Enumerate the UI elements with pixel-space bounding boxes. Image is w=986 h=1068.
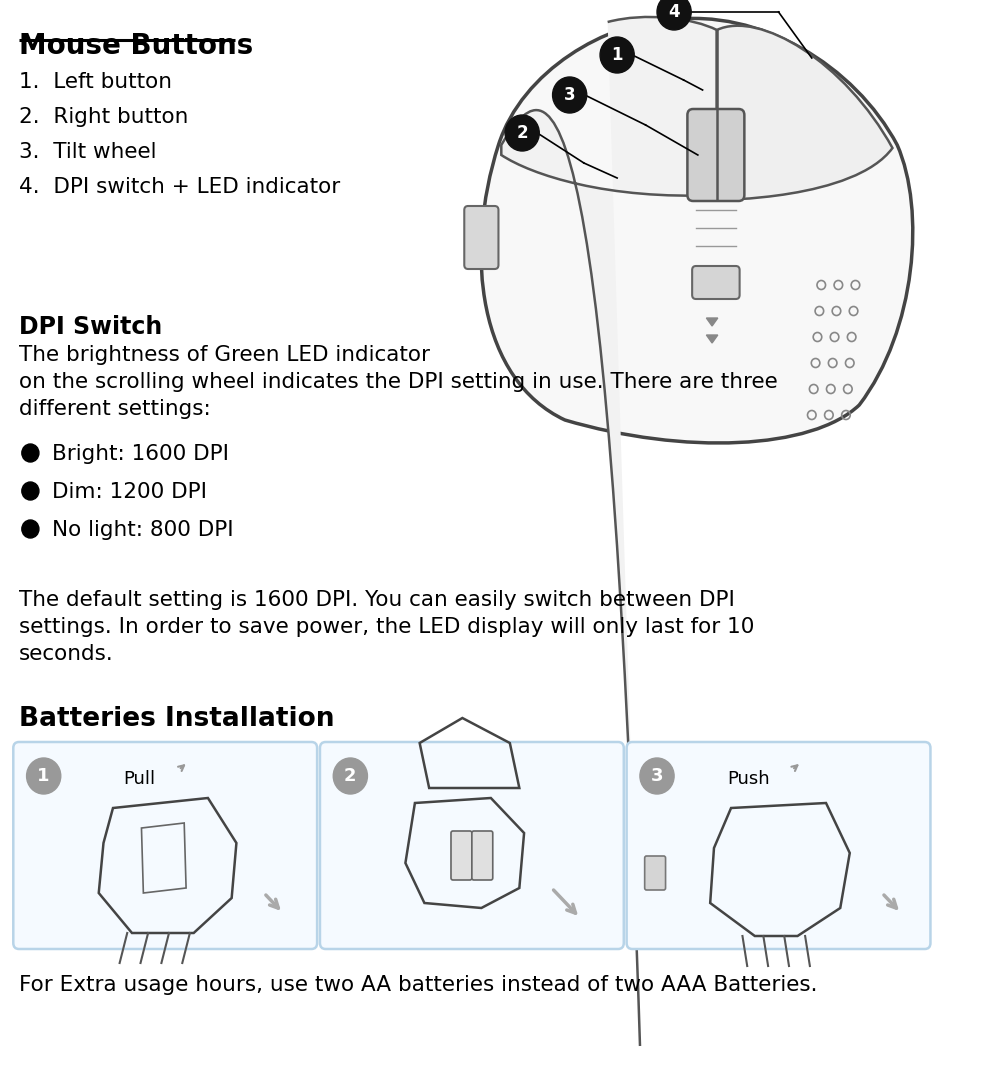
- Circle shape: [22, 520, 38, 538]
- Circle shape: [27, 758, 61, 794]
- Text: Bright: 1600 DPI: Bright: 1600 DPI: [52, 444, 229, 464]
- Text: 1.  Left button: 1. Left button: [19, 72, 172, 92]
- PathPatch shape: [481, 18, 913, 443]
- Polygon shape: [706, 318, 718, 326]
- Text: 3.  Tilt wheel: 3. Tilt wheel: [19, 142, 157, 162]
- Polygon shape: [706, 335, 718, 343]
- Circle shape: [657, 0, 691, 30]
- Text: 2.  Right button: 2. Right button: [19, 107, 188, 127]
- Circle shape: [552, 77, 587, 113]
- FancyBboxPatch shape: [687, 109, 744, 201]
- Text: 4.  DPI switch + LED indicator: 4. DPI switch + LED indicator: [19, 177, 340, 197]
- Text: 2: 2: [344, 767, 357, 785]
- Text: DPI Switch: DPI Switch: [19, 315, 163, 339]
- Circle shape: [600, 37, 634, 73]
- Text: No light: 800 DPI: No light: 800 DPI: [52, 520, 234, 540]
- Text: For Extra usage hours, use two AA batteries instead of two AAA Batteries.: For Extra usage hours, use two AA batter…: [19, 975, 817, 995]
- Text: Pull: Pull: [123, 770, 156, 788]
- Text: 3: 3: [651, 767, 664, 785]
- Text: Dim: 1200 DPI: Dim: 1200 DPI: [52, 482, 207, 502]
- Circle shape: [640, 758, 674, 794]
- Text: The brightness of Green LED indicator: The brightness of Green LED indicator: [19, 345, 430, 365]
- Text: on the scrolling wheel indicates the DPI setting in use. There are three: on the scrolling wheel indicates the DPI…: [19, 372, 778, 392]
- Text: seconds.: seconds.: [19, 644, 113, 664]
- Text: Push: Push: [728, 770, 770, 788]
- Text: 4: 4: [669, 3, 680, 21]
- FancyBboxPatch shape: [645, 855, 666, 890]
- Circle shape: [333, 758, 368, 794]
- Circle shape: [22, 482, 38, 500]
- FancyBboxPatch shape: [464, 206, 499, 269]
- Text: 3: 3: [564, 87, 576, 104]
- Text: Mouse Buttons: Mouse Buttons: [19, 32, 253, 60]
- Circle shape: [22, 444, 38, 462]
- Text: 1: 1: [611, 46, 623, 64]
- FancyBboxPatch shape: [627, 742, 931, 949]
- Text: 2: 2: [517, 124, 528, 142]
- FancyBboxPatch shape: [692, 266, 740, 299]
- FancyBboxPatch shape: [451, 831, 472, 880]
- FancyBboxPatch shape: [13, 742, 317, 949]
- FancyBboxPatch shape: [472, 831, 493, 880]
- Circle shape: [505, 115, 539, 151]
- Text: 1: 1: [37, 767, 50, 785]
- PathPatch shape: [717, 26, 892, 200]
- Text: settings. In order to save power, the LED display will only last for 10: settings. In order to save power, the LE…: [19, 617, 754, 637]
- Text: Batteries Installation: Batteries Installation: [19, 706, 334, 732]
- PathPatch shape: [501, 17, 717, 195]
- FancyBboxPatch shape: [320, 742, 624, 949]
- Text: The default setting is 1600 DPI. You can easily switch between DPI: The default setting is 1600 DPI. You can…: [19, 590, 735, 610]
- Text: different settings:: different settings:: [19, 399, 211, 419]
